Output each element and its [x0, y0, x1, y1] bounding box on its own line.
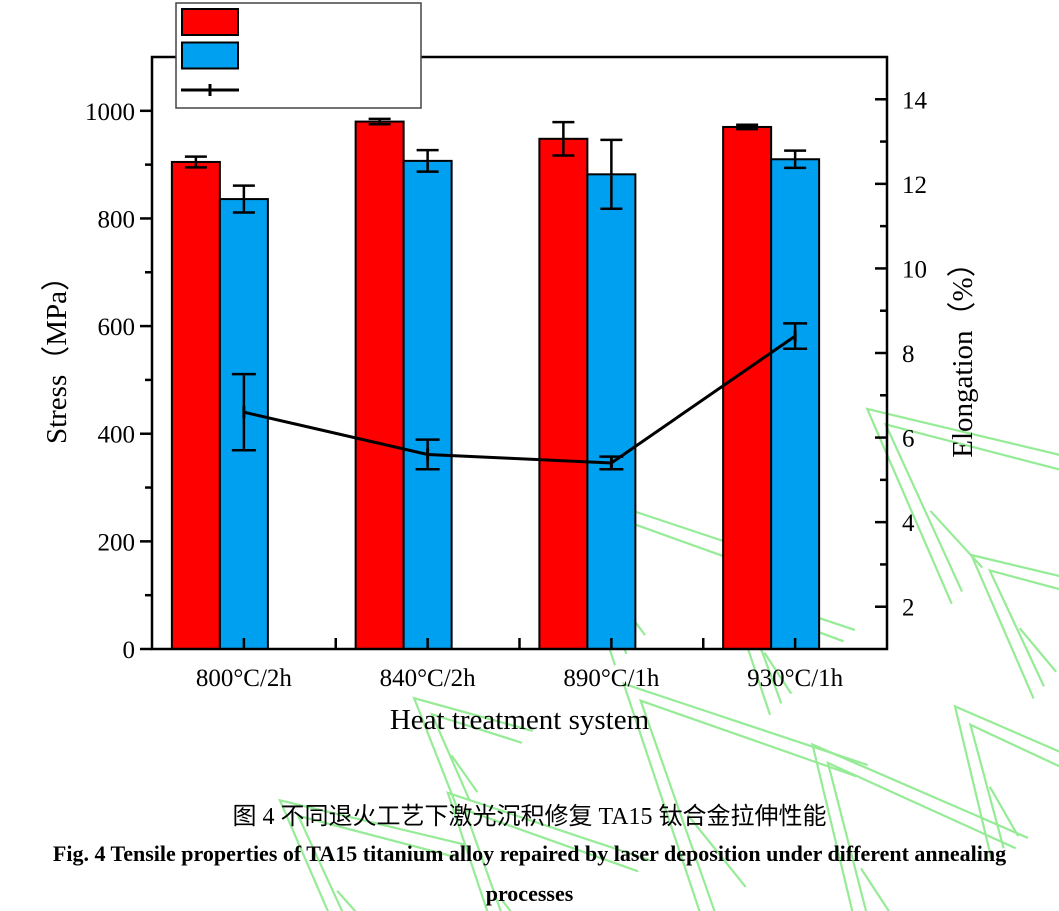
watermark-glyph — [412, 696, 533, 814]
caption-english-line1: Fig. 4 Tensile properties of TA15 titani… — [52, 841, 1007, 866]
right-tick-label: 6 — [902, 426, 915, 453]
left-axis-title: Stress（MPa） — [41, 262, 73, 444]
legend — [175, 2, 422, 109]
watermark-stroke — [988, 786, 1020, 837]
legend-swatch — [181, 8, 239, 36]
watermark-stroke — [968, 722, 1059, 849]
left-tick-label: 400 — [98, 422, 136, 449]
watermark-stroke — [810, 742, 1029, 911]
elongation-line-group — [231, 322, 808, 471]
watermark-glyph — [446, 791, 650, 911]
left-tick-label: 0 — [123, 637, 136, 664]
watermark-stroke — [429, 712, 523, 802]
error-bars — [184, 117, 807, 214]
bar-yield-strength-930°C/1h — [770, 158, 821, 650]
caption-english-line2: processes — [485, 881, 574, 906]
right-tick-label: 12 — [902, 172, 927, 199]
watermark-stroke — [336, 890, 384, 911]
right-tick-label: 14 — [902, 87, 928, 114]
watermark-stroke — [1018, 627, 1057, 673]
caption-chinese: 图 4 不同退火工艺下激光沉积修复 TA15 钛合金拉伸性能 — [232, 804, 827, 830]
watermark-stroke — [638, 698, 857, 911]
plot-frame — [150, 55, 889, 651]
left-tick-label: 1000 — [85, 99, 135, 126]
right-axis-title: Elongation（%） — [947, 248, 979, 457]
bar-tensile-strength-800°C/2h — [170, 160, 221, 650]
watermark-stroke — [883, 422, 1059, 593]
bar-tensile-strength-890°C/1h — [538, 137, 589, 650]
left-tick-label: 800 — [98, 206, 136, 233]
watermark-stroke — [763, 652, 793, 695]
watermark-stroke — [969, 553, 1059, 700]
x-category-label: 840°C/2h — [380, 665, 477, 692]
watermark-glyph — [621, 681, 868, 911]
right-tick-label: 4 — [902, 510, 915, 537]
watermark-glyph — [865, 407, 1059, 605]
watermark-glyph — [953, 704, 1059, 859]
watermark-stroke — [860, 867, 909, 911]
watermark-glyph — [278, 798, 466, 911]
watermark-stroke — [865, 407, 1059, 605]
x-category-label: 800°C/2h — [196, 665, 293, 692]
watermark-glyph — [969, 553, 1059, 700]
watermark-stroke — [450, 754, 479, 793]
watermark-stroke — [953, 704, 1059, 859]
x-axis-title: Heat treatment system — [390, 704, 650, 736]
bar-tensile-strength-930°C/1h — [722, 125, 773, 651]
elongation-line — [243, 334, 796, 465]
watermark-stroke — [826, 760, 1017, 911]
watermark-glyph — [810, 742, 1029, 911]
axes — [140, 98, 887, 651]
right-tick-label: 10 — [902, 256, 927, 283]
watermark — [278, 407, 1059, 911]
bar-yield-strength-840°C/2h — [402, 159, 453, 651]
watermark-stroke — [987, 568, 1059, 687]
left-tick-label: 200 — [98, 529, 136, 556]
watermark-stroke — [621, 681, 868, 911]
x-category-label: 930°C/1h — [747, 665, 844, 692]
legend-swatch — [181, 41, 239, 70]
x-category-label: 890°C/1h — [563, 665, 660, 692]
left-tick-label: 600 — [98, 314, 136, 341]
right-tick-label: 8 — [902, 341, 915, 368]
watermark-stroke — [462, 807, 639, 911]
watermark-stroke — [446, 791, 650, 911]
bar-tensile-strength-840°C/2h — [354, 120, 405, 650]
watermark-stroke — [929, 510, 984, 569]
watermark-stroke — [296, 814, 455, 911]
watermark-stroke — [686, 814, 747, 888]
bar-yield-strength-890°C/1h — [586, 173, 637, 650]
watermark-stroke — [278, 798, 466, 911]
watermark-stroke — [501, 899, 550, 911]
watermark-stroke — [412, 696, 533, 814]
right-tick-label: 2 — [902, 595, 915, 622]
